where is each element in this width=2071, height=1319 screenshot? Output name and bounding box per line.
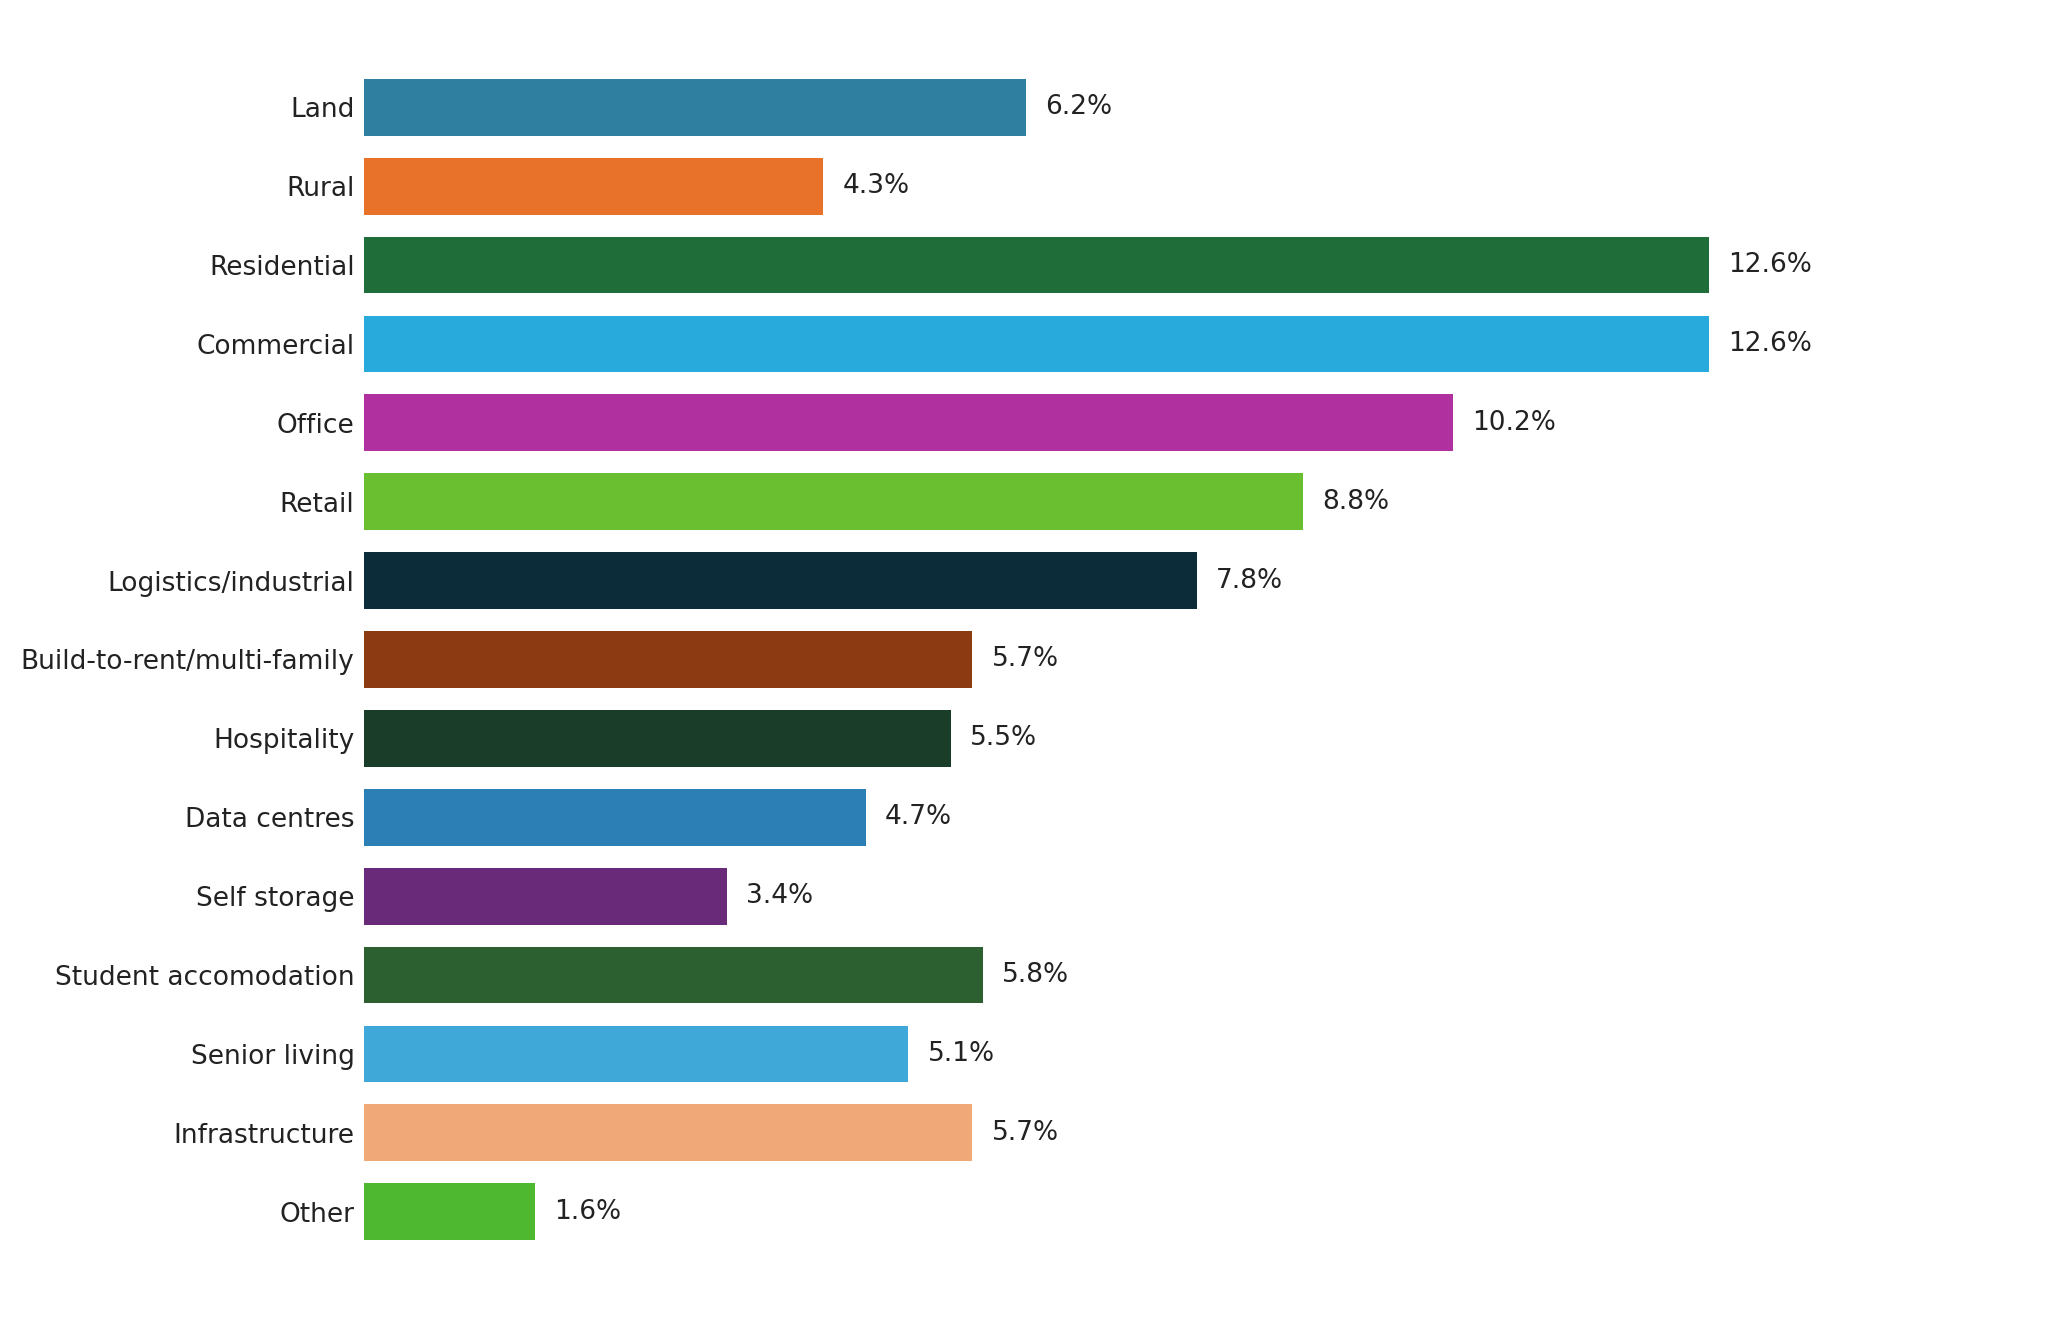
Bar [364, 1104, 973, 1161]
Text: 5.8%: 5.8% [1002, 962, 1069, 988]
Text: 5.7%: 5.7% [992, 1120, 1058, 1146]
Text: 5.5%: 5.5% [971, 725, 1038, 752]
Bar [364, 868, 727, 925]
Bar [364, 630, 973, 689]
Bar [364, 710, 951, 766]
Text: 5.1%: 5.1% [928, 1041, 994, 1067]
Bar [364, 474, 1303, 530]
Bar [364, 1183, 534, 1240]
Bar [364, 947, 984, 1004]
Text: 8.8%: 8.8% [1323, 489, 1390, 514]
Bar [364, 553, 1197, 609]
Bar [364, 236, 1709, 293]
Text: 12.6%: 12.6% [1727, 331, 1812, 357]
Bar [364, 1026, 909, 1083]
Bar [364, 789, 866, 845]
Bar [364, 394, 1452, 451]
Text: 5.7%: 5.7% [992, 646, 1058, 673]
Text: 12.6%: 12.6% [1727, 252, 1812, 278]
Text: 4.7%: 4.7% [884, 805, 953, 830]
Text: 6.2%: 6.2% [1046, 94, 1112, 120]
Text: 1.6%: 1.6% [555, 1199, 621, 1225]
Text: 7.8%: 7.8% [1216, 567, 1282, 594]
Bar [364, 79, 1025, 136]
Text: 4.3%: 4.3% [843, 173, 909, 199]
Bar [364, 158, 822, 215]
Text: 10.2%: 10.2% [1472, 410, 1555, 435]
Text: 3.4%: 3.4% [746, 884, 814, 909]
Bar [364, 315, 1709, 372]
